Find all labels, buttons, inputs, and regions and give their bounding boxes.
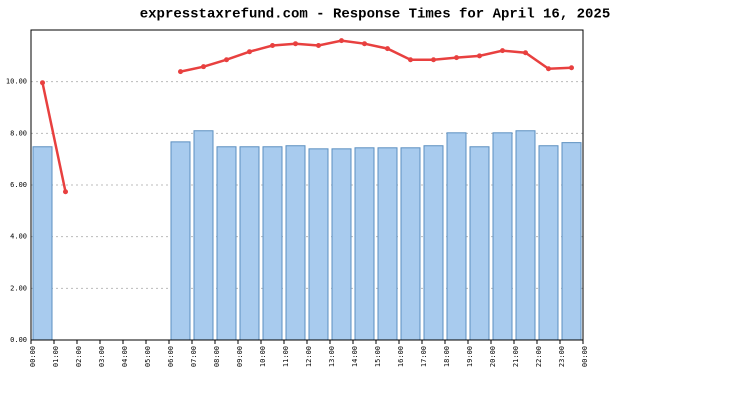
bar <box>32 146 53 341</box>
line-point <box>339 38 344 44</box>
x-tick-label: 23:00 <box>558 346 566 367</box>
chart-title: expresstaxrefund.com - Response Times fo… <box>140 7 610 23</box>
x-tick-label: 09:00 <box>236 346 244 367</box>
x-tick-label: 20:00 <box>489 346 497 367</box>
bar <box>193 130 214 341</box>
x-tick-label: 17:00 <box>420 346 428 367</box>
x-tick-label: 19:00 <box>466 346 474 367</box>
y-tick-label: 8.00 <box>10 129 27 137</box>
x-tick-label: 02:00 <box>75 346 83 367</box>
x-tick-label: 14:00 <box>351 346 359 367</box>
bar <box>515 130 536 341</box>
x-tick-label: 03:00 <box>98 346 106 367</box>
x-tick-label: 05:00 <box>144 346 152 367</box>
x-tick-label: 22:00 <box>535 346 543 367</box>
line-point <box>270 43 275 48</box>
y-tick-label: 6.00 <box>10 181 27 189</box>
bar <box>446 132 467 341</box>
y-tick-label: 0.00 <box>10 336 27 344</box>
bar <box>354 147 375 341</box>
bar <box>469 146 490 341</box>
x-tick-label: 21:00 <box>512 346 520 367</box>
bar <box>216 146 237 341</box>
line-point <box>408 57 413 63</box>
bar <box>423 145 444 341</box>
bar <box>239 146 260 341</box>
x-tick-label: 06:00 <box>167 346 175 367</box>
line-point <box>477 53 482 59</box>
bar <box>262 146 283 341</box>
x-tick-label: 13:00 <box>328 346 336 367</box>
line-point <box>454 55 459 61</box>
line-point <box>224 57 229 63</box>
bar <box>400 147 421 341</box>
line-point <box>178 69 183 75</box>
bar <box>492 132 513 341</box>
x-tick-label: 07:00 <box>190 346 198 367</box>
bar <box>538 145 559 341</box>
line-point <box>500 48 505 54</box>
line-point <box>431 57 436 63</box>
line-point <box>247 49 252 55</box>
x-tick-label: 00:00 <box>29 346 37 367</box>
x-tick-label: 15:00 <box>374 346 382 367</box>
y-tick-label: 2.00 <box>10 284 27 292</box>
line-point <box>316 43 321 48</box>
line-point <box>569 65 574 71</box>
bar <box>561 142 582 341</box>
y-tick-label: 10.00 <box>6 78 27 86</box>
x-tick-label: 16:00 <box>397 346 405 367</box>
x-tick-label: 08:00 <box>213 346 221 367</box>
line <box>41 39 572 192</box>
line-point <box>523 50 528 56</box>
x-tick-label: 00:00 <box>581 346 589 367</box>
x-tick-label: 01:00 <box>52 346 60 367</box>
x-tick-label: 12:00 <box>305 346 313 367</box>
bar <box>170 141 191 341</box>
line-point <box>201 64 206 70</box>
line-point <box>40 80 45 86</box>
line-point <box>293 41 298 47</box>
bar <box>285 145 306 341</box>
x-tick-label: 04:00 <box>121 346 129 367</box>
bar <box>331 148 352 341</box>
x-tick-label: 10:00 <box>259 346 267 367</box>
line-point <box>362 41 367 47</box>
bar <box>377 147 398 341</box>
y-tick-label: 4.00 <box>10 233 27 241</box>
line-point <box>63 189 68 195</box>
line-point <box>546 66 551 72</box>
line-point <box>385 46 390 52</box>
x-tick-label: 18:00 <box>443 346 451 367</box>
axes <box>30 29 584 341</box>
bar <box>308 148 329 341</box>
x-tick-label: 11:00 <box>282 346 290 367</box>
